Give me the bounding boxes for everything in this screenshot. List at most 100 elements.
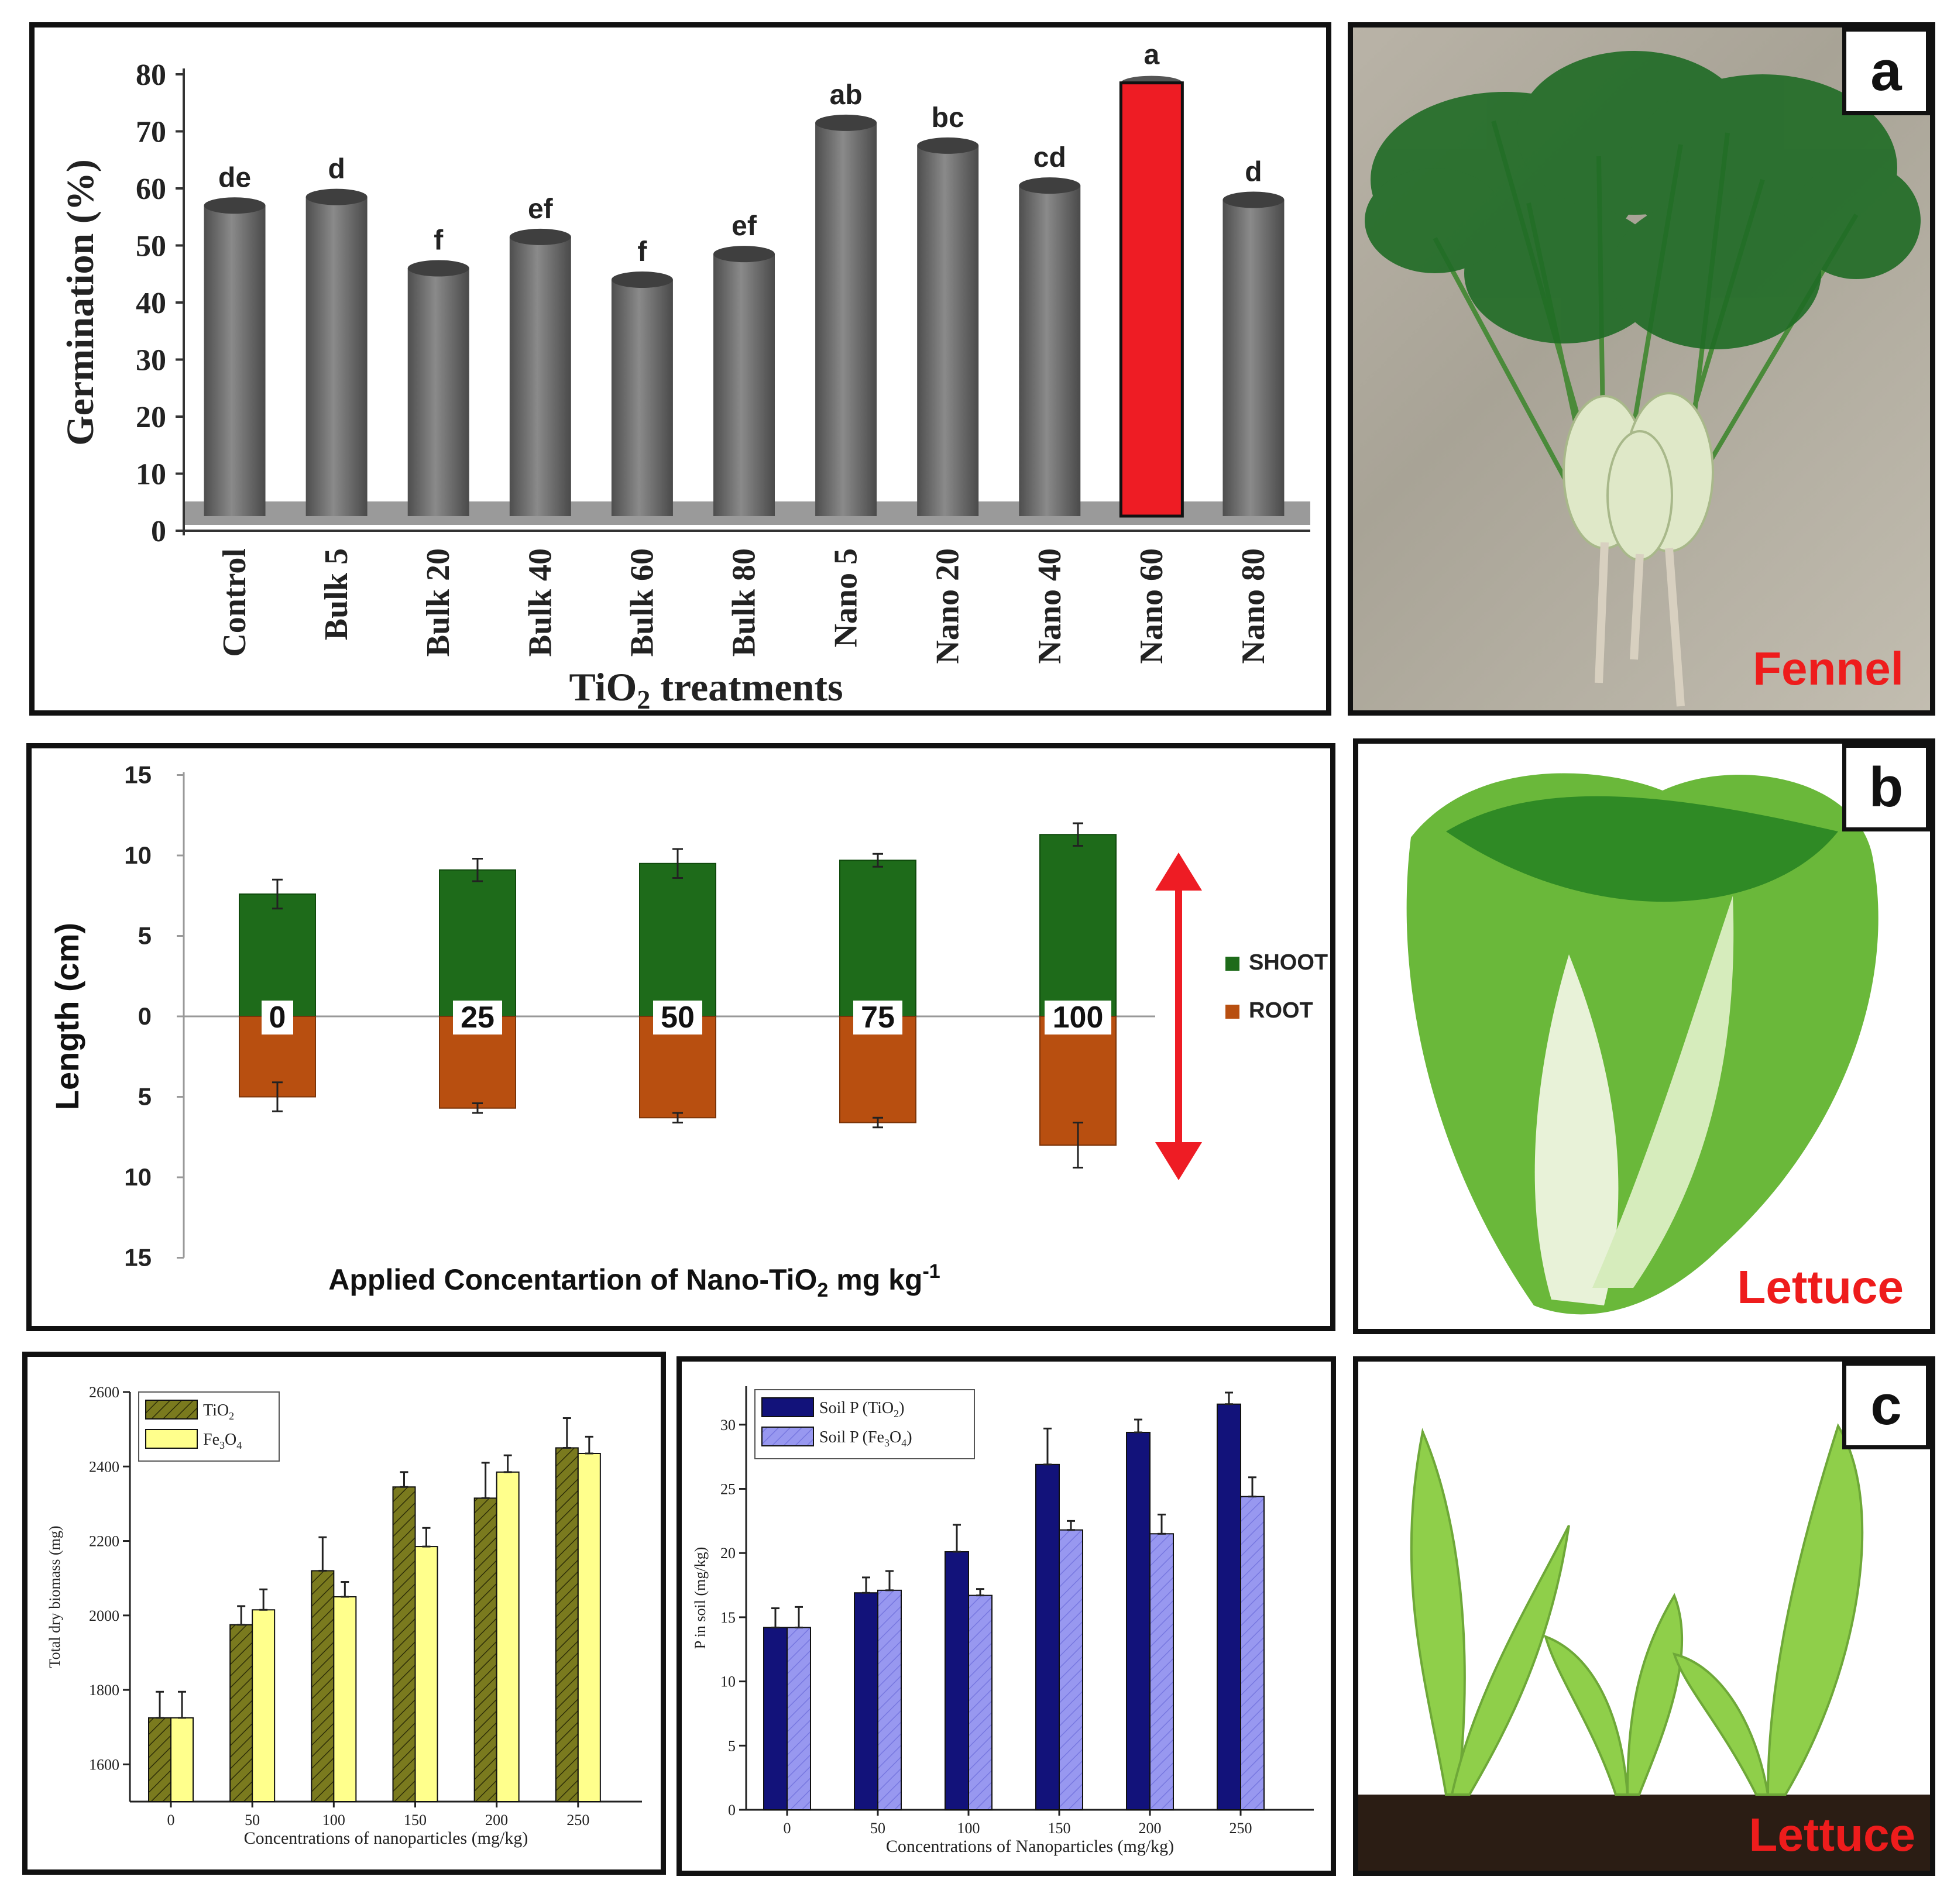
concentration-label: 0 — [269, 1001, 286, 1035]
germination-chart-panel: 0 10 20 30 40 50 60 70 80 Germination (%) de Contro… — [29, 22, 1331, 716]
y-tick-label: 15 — [124, 761, 152, 789]
x-tick-label: Nano 40 — [1032, 548, 1068, 664]
x-tick-label: 250 — [1230, 1820, 1252, 1837]
x-tick-label: Bulk 80 — [726, 548, 763, 657]
y-tick-label: 10 — [720, 1673, 736, 1690]
bar-series2-150 — [1059, 1529, 1083, 1810]
bar-Bulk 5 — [305, 197, 368, 516]
significance-letter: a — [1144, 40, 1160, 71]
bar-series1-200 — [1126, 1431, 1151, 1811]
concentration-label-bg — [853, 1001, 902, 1035]
bar-series1-100 — [311, 1570, 335, 1802]
y-tick-label: 10 — [124, 841, 152, 869]
x-tick-label: Nano 60 — [1134, 548, 1170, 664]
legend-label: Soil P (TiO2) — [819, 1399, 904, 1420]
x-tick-label: Control — [217, 548, 253, 657]
bar-series2-0 — [170, 1717, 194, 1802]
concentration-label: 50 — [661, 1001, 695, 1035]
y-tick-label: 0 — [138, 1002, 152, 1030]
legend-label: TiO2 — [203, 1401, 234, 1422]
x-axis-label: Concentrations of Nanoparticles (mg/kg) — [886, 1837, 1174, 1856]
x-tick-label: 250 — [566, 1812, 589, 1829]
significance-letter: f — [637, 236, 647, 267]
bar-series2-100 — [968, 1594, 993, 1810]
legend-swatch-shoot — [1225, 957, 1239, 971]
x-tick-label: Bulk 40 — [522, 548, 558, 657]
significance-letter: d — [1245, 157, 1262, 188]
bar-cap-Bulk 5 — [305, 188, 368, 205]
y-tick-label: 30 — [136, 344, 166, 377]
legend-swatch — [761, 1397, 814, 1417]
y-tick-label: 5 — [728, 1737, 736, 1754]
y-axis-label: Total dry biomass (mg) — [46, 1526, 63, 1668]
bar-cap-Bulk 40 — [509, 228, 571, 245]
legend-swatch-root — [1225, 1005, 1239, 1019]
double-arrow-head-down — [1155, 1142, 1202, 1180]
x-axis-label: Concentrations of nanoparticles (mg/kg) — [244, 1829, 528, 1848]
legend-label: Soil P (Fe3O4) — [819, 1428, 912, 1449]
x-tick-label: 200 — [1139, 1820, 1162, 1837]
x-tick-label: 150 — [404, 1812, 427, 1829]
bar-cap-Control — [204, 197, 266, 214]
legend-label: Fe3O4 — [203, 1431, 242, 1451]
bar-cap-Nano 40 — [1019, 177, 1081, 194]
x-tick-label: Nano 80 — [1235, 548, 1272, 664]
bar-series1-250 — [1217, 1403, 1241, 1810]
y-tick-label: 50 — [136, 230, 166, 263]
significance-letter: ab — [830, 80, 863, 111]
significance-letter: ef — [732, 211, 757, 242]
bar-Nano 80 — [1222, 200, 1285, 516]
y-tick-label: 15 — [124, 1244, 152, 1271]
y-tick-label: 10 — [136, 458, 166, 492]
bar-series2-0 — [787, 1627, 811, 1810]
shoot-bar-25 — [439, 869, 516, 1017]
bar-series2-50 — [877, 1589, 902, 1810]
x-axis-label: Applied Concentartion of Nano-TiO2 mg kg… — [328, 1260, 940, 1301]
lettuce-leaf-image — [1406, 773, 1879, 1315]
significance-letter: d — [328, 154, 345, 185]
bar-series2-50 — [252, 1609, 276, 1802]
x-tick-label: Nano 5 — [828, 548, 864, 648]
bar-series1-150 — [392, 1486, 416, 1803]
bar-cap-Nano 80 — [1222, 191, 1285, 208]
photo-label-lettuce-b: Lettuce — [1737, 1261, 1904, 1313]
y-tick-label: 40 — [136, 287, 166, 320]
lettuce-leaf-photo-panel: b Lettuce — [1353, 738, 1935, 1334]
lettuce-seedlings-image — [1358, 1423, 1930, 1871]
shoot-bar-100 — [1039, 834, 1117, 1017]
shoot-bar-0 — [239, 893, 316, 1017]
biomass-chart-panel: 1600 1800 2000 2200 2400 2600 Total dry biomas… — [22, 1352, 666, 1875]
bar-series2-200 — [496, 1471, 520, 1802]
bar-Bulk 40 — [509, 236, 571, 516]
bar-Bulk 20 — [407, 268, 469, 516]
y-tick-label: 20 — [136, 401, 166, 434]
double-arrow-head-up — [1155, 853, 1202, 891]
bar-series2-150 — [414, 1546, 438, 1802]
y-tick-label: 5 — [138, 922, 152, 950]
bar-series1-200 — [473, 1497, 497, 1802]
y-tick-label: 60 — [136, 173, 166, 206]
bar-cap-Bulk 80 — [713, 246, 775, 263]
bar-Nano 60 — [1119, 81, 1184, 518]
concentration-label-bg — [1045, 1001, 1111, 1035]
photo-label-lettuce-c: Lettuce — [1749, 1809, 1916, 1861]
concentration-label: 25 — [461, 1001, 494, 1035]
y-tick-label: 0 — [728, 1802, 736, 1819]
y-tick-label: 30 — [720, 1417, 736, 1434]
bar-series1-0 — [763, 1627, 788, 1810]
y-tick-label: 2200 — [89, 1533, 119, 1550]
concentration-label: 100 — [1053, 1001, 1104, 1035]
y-tick-label: 1800 — [89, 1682, 119, 1699]
x-tick-label: Bulk 5 — [318, 548, 355, 640]
panel-letter-c: c — [1842, 1362, 1930, 1449]
y-tick-label: 5 — [138, 1083, 152, 1111]
bar-series1-0 — [148, 1717, 171, 1802]
bar-series2-200 — [1149, 1533, 1174, 1810]
bar-cap-Nano 20 — [917, 137, 979, 154]
y-tick-label: 25 — [720, 1481, 736, 1498]
bar-series1-50 — [854, 1592, 878, 1810]
significance-letter: de — [218, 162, 251, 193]
soil-p-chart-panel: 0 5 10 15 20 25 30 P in soil (mg/kg) 0 50 100 150 20… — [676, 1356, 1336, 1876]
length-chart-panel: 15 10 5 0 5 10 15 Length (cm) 0 25 50 75 100 SHOOT ROO… — [26, 743, 1335, 1331]
bar-series2-100 — [333, 1596, 357, 1802]
